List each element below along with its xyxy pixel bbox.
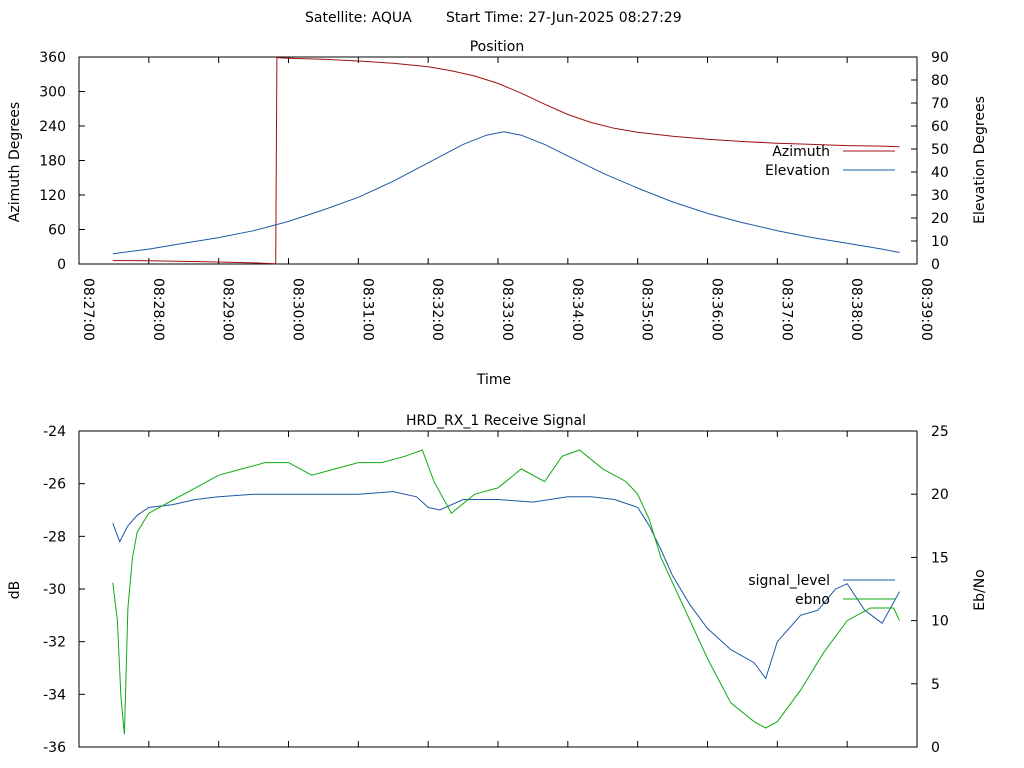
legend-label-elevation: Elevation xyxy=(765,163,830,179)
c1-xtick-label: 08:34:00 xyxy=(569,278,585,341)
position-y-axis-label: Azimuth Degrees xyxy=(7,102,23,222)
position-y2-ticks: 0 10 20 30 40 50 60 70 80 90 xyxy=(911,50,949,273)
c2-y2tick-label: 20 xyxy=(931,487,949,503)
c1-xtick-label: 08:32:00 xyxy=(429,278,445,341)
c1-ytick-label: 120 xyxy=(39,188,66,204)
position-x-ticks: 08:27:00 08:28:00 08:29:00 08:30:00 08:31:00… xyxy=(78,57,934,341)
c1-y2tick-label: 80 xyxy=(931,73,949,89)
c1-xtick-label: 08:37:00 xyxy=(778,278,794,341)
position-chart-title: Position xyxy=(470,39,525,55)
c1-y2tick-label: 60 xyxy=(931,119,949,135)
receive-signal-x-ticks xyxy=(78,431,918,747)
c1-xtick-label: 08:38:00 xyxy=(848,278,864,341)
c1-ytick-label: 360 xyxy=(39,50,66,66)
c1-ytick-label: 300 xyxy=(39,85,66,101)
c2-y2tick-label: 15 xyxy=(931,550,949,566)
c1-y2tick-label: 70 xyxy=(931,96,949,112)
c1-y2tick-label: 50 xyxy=(931,142,949,158)
position-plot-frame xyxy=(78,56,918,265)
start-time-label: Start Time: 27-Jun-2025 08:27:29 xyxy=(446,10,682,26)
position-x-axis-label: Time xyxy=(476,372,511,388)
receive-signal-chart: HRD_RX_1 Receive Signal -36-34-32-30-28-… xyxy=(7,413,988,756)
c1-y2tick-label: 30 xyxy=(931,188,949,204)
series-line-signal-level xyxy=(112,491,900,680)
c1-xtick-label: 08:30:00 xyxy=(290,278,306,341)
c1-y2tick-label: 40 xyxy=(931,165,949,181)
receive-signal-legend: signal_level ebno xyxy=(748,573,895,608)
receive-signal-chart-title: HRD_RX_1 Receive Signal xyxy=(406,413,586,429)
c1-xtick-label: 08:29:00 xyxy=(220,278,236,341)
c2-ytick-label: -36 xyxy=(43,740,66,756)
c2-ytick-label: -26 xyxy=(43,477,66,493)
c1-y2tick-label: 0 xyxy=(931,257,940,273)
c1-ytick-label: 180 xyxy=(39,154,66,170)
legend-label-azimuth: Azimuth xyxy=(772,144,830,160)
c2-y2tick-label: 25 xyxy=(931,424,949,440)
position-series xyxy=(112,57,900,265)
c2-ytick-label: -24 xyxy=(43,424,66,440)
legend-label-ebno: ebno xyxy=(795,592,830,608)
c2-y2tick-label: 10 xyxy=(931,614,949,630)
c1-y2tick-label: 20 xyxy=(931,211,949,227)
c1-xtick-label: 08:35:00 xyxy=(639,278,655,341)
c1-xtick-label: 08:39:00 xyxy=(918,278,934,341)
c1-xtick-label: 08:27:00 xyxy=(80,278,96,341)
c1-ytick-label: 0 xyxy=(57,257,66,273)
receive-signal-series xyxy=(112,449,900,735)
c2-ytick-label: -34 xyxy=(43,687,66,703)
legend-label-signal-level: signal_level xyxy=(748,573,830,589)
receive-signal-y2-axis-label: Eb/No xyxy=(972,569,988,611)
position-chart: Position 0 60 120 180 240 300 360 0 10 20 30 40 50 6… xyxy=(7,39,988,388)
c2-ytick-label: -28 xyxy=(43,529,66,545)
series-line-elevation xyxy=(112,131,900,255)
receive-signal-y-ticks: -36 -34 -32 -30 -28 -26 -24 xyxy=(43,424,85,756)
c1-xtick-label: 08:36:00 xyxy=(709,278,725,341)
c2-ytick-label: -30 xyxy=(43,582,66,598)
c1-ytick-label: 60 xyxy=(48,223,66,239)
c1-ytick-label: 240 xyxy=(39,119,66,135)
satellite-label: Satellite: AQUA xyxy=(305,10,412,26)
position-y2-axis-label: Elevation Degrees xyxy=(972,96,988,224)
c1-y2tick-label: 10 xyxy=(931,234,949,250)
c1-y2tick-label: 90 xyxy=(931,50,949,66)
receive-signal-y2-ticks: 0 5 10 15 20 25 xyxy=(911,424,949,756)
c1-xtick-label: 08:28:00 xyxy=(150,278,166,341)
position-y-ticks: 0 60 120 180 240 300 360 xyxy=(39,50,85,273)
series-line-azimuth xyxy=(112,57,900,265)
c2-y2tick-label: 5 xyxy=(931,677,940,693)
series-line-ebno xyxy=(112,449,900,735)
receive-signal-plot-frame xyxy=(78,430,918,748)
c2-y2tick-label: 0 xyxy=(931,740,940,756)
c1-xtick-label: 08:31:00 xyxy=(359,278,375,341)
c1-xtick-label: 08:33:00 xyxy=(499,278,515,341)
c2-ytick-label: -32 xyxy=(43,635,66,651)
position-legend: Azimuth Elevation xyxy=(765,144,895,179)
receive-signal-y-axis-label: dB xyxy=(7,581,23,600)
